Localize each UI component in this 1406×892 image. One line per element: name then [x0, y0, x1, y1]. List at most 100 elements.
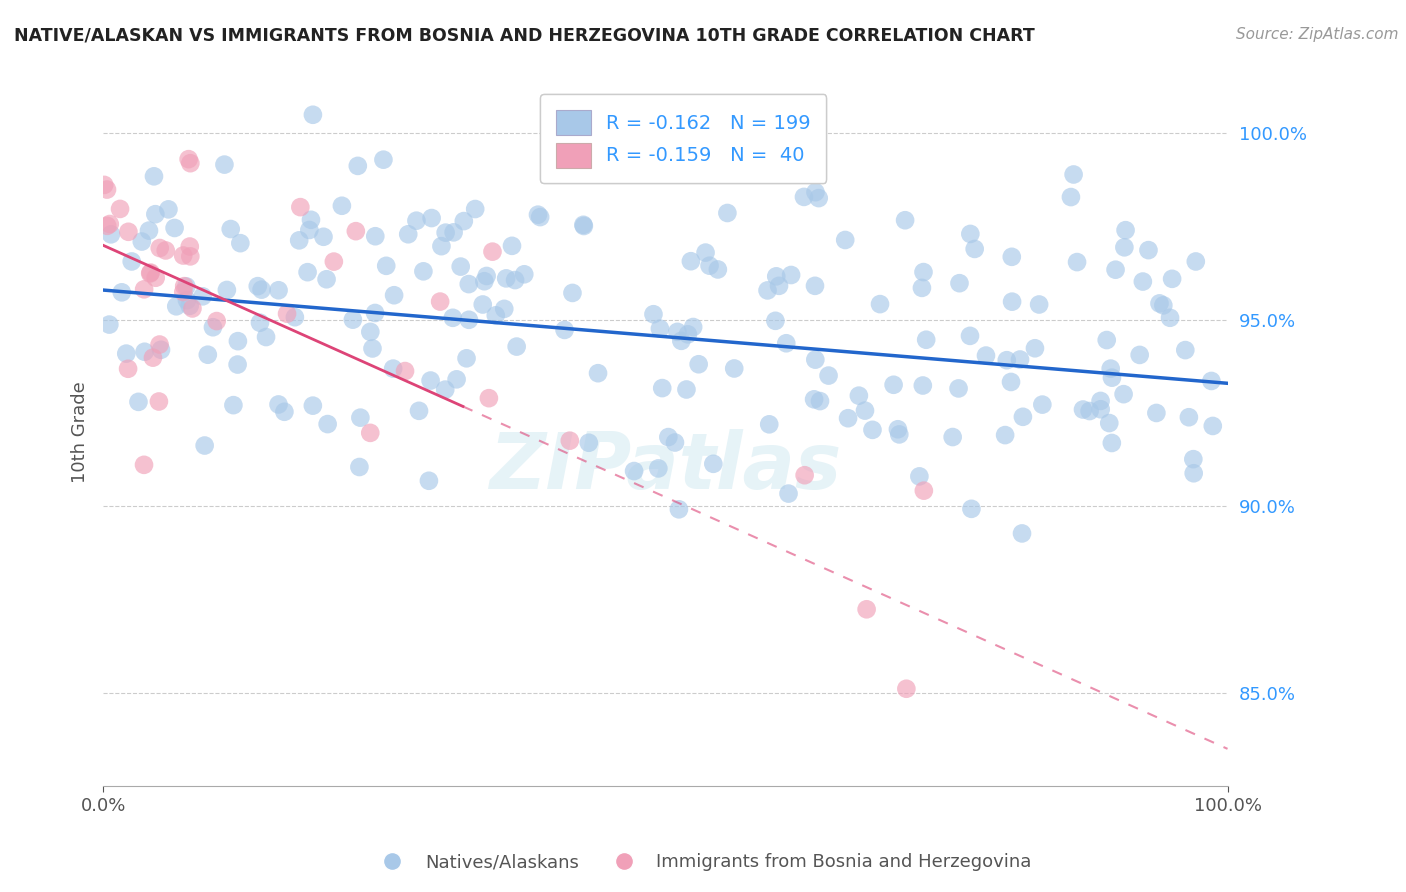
Point	[361, 342, 384, 356]
Point	[434, 226, 457, 240]
Point	[974, 349, 997, 363]
Point	[396, 227, 419, 242]
Point	[572, 218, 595, 232]
Point	[344, 224, 367, 238]
Point	[382, 361, 405, 376]
Point	[765, 269, 787, 284]
Point	[1144, 406, 1167, 420]
Point	[315, 272, 337, 286]
Legend: R = -0.162   N = 199, R = -0.159   N =  40: R = -0.162 N = 199, R = -0.159 N = 40	[540, 95, 827, 183]
Point	[586, 366, 609, 380]
Point	[148, 337, 170, 351]
Point	[778, 486, 800, 500]
Point	[346, 159, 368, 173]
Point	[134, 344, 156, 359]
Point	[1174, 343, 1197, 357]
Point	[191, 289, 214, 303]
Point	[267, 283, 290, 297]
Point	[382, 288, 405, 302]
Point	[464, 202, 486, 216]
Point	[803, 392, 825, 407]
Point	[288, 233, 311, 247]
Point	[157, 202, 180, 217]
Point	[948, 381, 970, 395]
Point	[896, 681, 918, 696]
Point	[1012, 409, 1035, 424]
Point	[1149, 296, 1171, 310]
Point	[554, 323, 576, 337]
Point	[219, 222, 242, 236]
Point	[197, 348, 219, 362]
Point	[915, 333, 938, 347]
Point	[837, 411, 859, 425]
Point	[995, 353, 1018, 368]
Point	[1071, 402, 1094, 417]
Point	[768, 278, 790, 293]
Point	[441, 310, 464, 325]
Point	[1060, 190, 1083, 204]
Point	[1161, 272, 1184, 286]
Point	[699, 259, 721, 273]
Point	[419, 374, 441, 388]
Point	[297, 265, 319, 279]
Point	[177, 152, 200, 166]
Point	[254, 330, 277, 344]
Point	[1000, 375, 1022, 389]
Point	[359, 425, 381, 440]
Point	[1184, 254, 1206, 268]
Point	[364, 306, 387, 320]
Point	[375, 259, 398, 273]
Point	[246, 279, 269, 293]
Point	[408, 404, 430, 418]
Point	[1098, 416, 1121, 430]
Point	[139, 266, 162, 280]
Point	[299, 212, 322, 227]
Point	[1078, 404, 1101, 418]
Point	[648, 321, 671, 335]
Point	[695, 245, 717, 260]
Point	[330, 199, 353, 213]
Point	[657, 430, 679, 444]
Point	[756, 284, 779, 298]
Point	[471, 297, 494, 311]
Point	[349, 460, 371, 475]
Point	[249, 316, 271, 330]
Point	[682, 320, 704, 334]
Point	[894, 213, 917, 227]
Point	[643, 307, 665, 321]
Point	[481, 244, 503, 259]
Point	[1182, 467, 1205, 481]
Point	[666, 325, 689, 339]
Point	[505, 340, 527, 354]
Point	[117, 361, 139, 376]
Point	[817, 368, 839, 383]
Point	[127, 395, 149, 409]
Point	[1104, 262, 1126, 277]
Point	[179, 249, 201, 263]
Point	[176, 279, 198, 293]
Point	[148, 394, 170, 409]
Point	[229, 236, 252, 251]
Point	[205, 314, 228, 328]
Point	[1031, 398, 1053, 412]
Point	[100, 227, 122, 242]
Point	[527, 208, 550, 222]
Point	[959, 227, 981, 241]
Point	[605, 108, 627, 122]
Point	[1066, 255, 1088, 269]
Point	[676, 327, 699, 342]
Point	[394, 364, 416, 378]
Point	[453, 214, 475, 228]
Point	[723, 361, 745, 376]
Point	[418, 474, 440, 488]
Point	[908, 469, 931, 483]
Point	[1011, 526, 1033, 541]
Point	[1101, 436, 1123, 450]
Point	[702, 457, 724, 471]
Point	[1028, 297, 1050, 311]
Point	[529, 210, 551, 224]
Point	[793, 468, 815, 483]
Point	[647, 461, 669, 475]
Point	[664, 435, 686, 450]
Point	[1201, 374, 1223, 388]
